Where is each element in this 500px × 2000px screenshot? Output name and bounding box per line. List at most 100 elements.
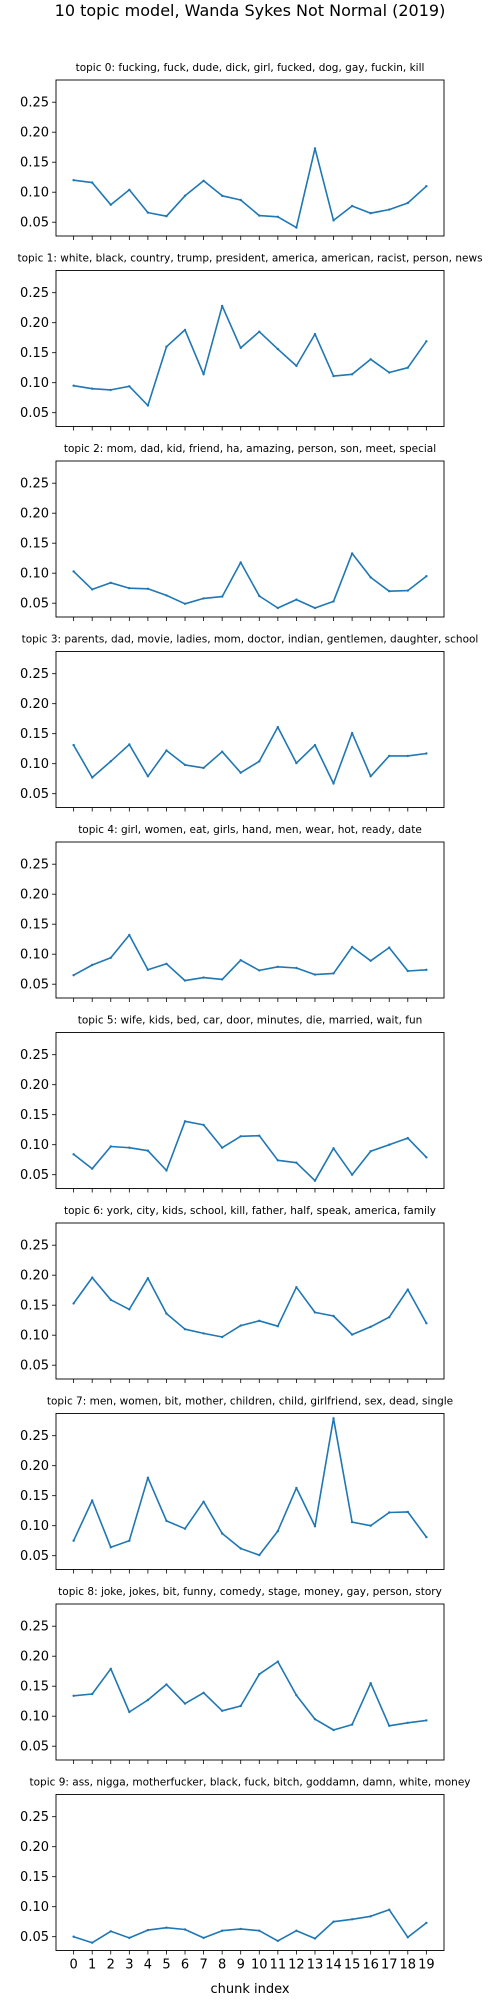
y-tick-label: 0.25 bbox=[20, 1620, 49, 1635]
data-point bbox=[258, 330, 261, 333]
data-point bbox=[183, 1527, 187, 1530]
data-point bbox=[350, 1918, 354, 1921]
data-point bbox=[239, 1547, 242, 1550]
data-point bbox=[202, 1123, 205, 1127]
x-tick-label: 15 bbox=[344, 1958, 361, 1973]
data-point bbox=[146, 1149, 150, 1152]
data-point bbox=[332, 219, 335, 222]
y-tick-label: 0.25 bbox=[20, 1429, 49, 1444]
y-tick-label: 0.10 bbox=[20, 186, 49, 201]
data-point bbox=[165, 215, 168, 218]
x-tick-label: 6 bbox=[181, 1958, 189, 1973]
data-point bbox=[350, 204, 354, 208]
data-point bbox=[72, 570, 75, 573]
series-line-topic-7 bbox=[72, 1417, 428, 1556]
data-point bbox=[295, 1694, 298, 1697]
data-point bbox=[406, 1721, 409, 1725]
data-point bbox=[91, 387, 94, 390]
y-tick-label: 0.15 bbox=[20, 918, 49, 933]
data-point bbox=[239, 346, 242, 350]
data-point bbox=[350, 731, 354, 735]
data-point bbox=[183, 1928, 187, 1931]
data-point bbox=[406, 969, 409, 973]
data-point bbox=[332, 374, 335, 378]
x-tick-label: 5 bbox=[162, 1958, 170, 1973]
data-point bbox=[276, 725, 280, 729]
data-point bbox=[146, 1277, 150, 1280]
axes-frame bbox=[55, 1032, 445, 1189]
axes-frame bbox=[55, 79, 445, 237]
data-point bbox=[388, 1511, 391, 1514]
data-point bbox=[183, 1702, 187, 1705]
data-point bbox=[109, 956, 112, 959]
data-point bbox=[258, 594, 261, 598]
data-point bbox=[202, 373, 205, 376]
subplot-topic-2: topic 2: mom, dad, kid, friend, ha, amaz… bbox=[20, 443, 445, 621]
data-point bbox=[91, 1941, 94, 1944]
data-point bbox=[239, 1324, 242, 1327]
y-tick-label: 0.25 bbox=[20, 1048, 49, 1063]
x-tick-label: 12 bbox=[288, 1958, 305, 1973]
data-point bbox=[332, 972, 335, 975]
y-tick-label: 0.20 bbox=[20, 1459, 49, 1474]
data-point bbox=[295, 966, 298, 970]
y-tick-label: 0.15 bbox=[20, 346, 49, 361]
data-point bbox=[313, 147, 317, 150]
data-point bbox=[258, 760, 261, 763]
subplot-title: topic 5: wife, kids, bed, car, door, min… bbox=[78, 1015, 423, 1027]
data-point bbox=[369, 212, 372, 215]
data-point bbox=[258, 214, 261, 217]
data-point bbox=[313, 606, 317, 610]
data-point bbox=[239, 959, 242, 962]
data-point bbox=[239, 561, 242, 564]
data-point bbox=[109, 1546, 112, 1549]
data-point bbox=[350, 552, 354, 555]
y-tick-label: 0.25 bbox=[20, 1810, 49, 1825]
data-point bbox=[332, 600, 335, 603]
data-point bbox=[91, 588, 94, 591]
subplot-title: topic 9: ass, nigga, motherfucker, black… bbox=[29, 1777, 470, 1789]
subplot-title: topic 4: girl, women, eat, girls, hand, … bbox=[78, 824, 422, 836]
data-point bbox=[109, 581, 112, 584]
data-point bbox=[109, 203, 112, 206]
data-point bbox=[369, 775, 372, 778]
y-tick-label: 0.05 bbox=[20, 216, 49, 231]
y-tick-label: 0.20 bbox=[20, 316, 49, 331]
data-point bbox=[183, 1120, 187, 1123]
data-point bbox=[165, 962, 168, 965]
x-axis-label: chunk index bbox=[210, 1982, 289, 1997]
data-point bbox=[202, 1691, 205, 1695]
subplot-title: topic 8: joke, jokes, bit, funny, comedy… bbox=[58, 1586, 442, 1598]
subplot-topic-5: topic 5: wife, kids, bed, car, door, min… bbox=[20, 1015, 445, 1193]
data-point bbox=[295, 598, 298, 601]
data-point bbox=[202, 766, 205, 770]
x-tick-label: 2 bbox=[107, 1958, 115, 1973]
data-point bbox=[72, 179, 75, 182]
data-point bbox=[220, 978, 224, 981]
data-point bbox=[406, 1288, 409, 1291]
y-tick-label: 0.20 bbox=[20, 126, 49, 141]
data-point bbox=[165, 1683, 168, 1686]
data-point bbox=[369, 1150, 372, 1153]
data-point bbox=[295, 226, 298, 229]
data-point bbox=[332, 1920, 335, 1923]
y-tick-label: 0.10 bbox=[20, 1710, 49, 1725]
data-point bbox=[128, 188, 131, 191]
data-point bbox=[220, 1929, 224, 1932]
y-tick-label: 0.05 bbox=[20, 1168, 49, 1183]
data-point bbox=[258, 1553, 261, 1557]
y-tick-label: 0.05 bbox=[20, 1359, 49, 1374]
x-tick-label: 0 bbox=[69, 1958, 77, 1973]
data-point bbox=[72, 1153, 75, 1156]
data-point bbox=[109, 1145, 112, 1148]
data-point bbox=[146, 211, 150, 214]
subplot-title: topic 0: fucking, fuck, dude, dick, girl… bbox=[76, 62, 425, 74]
x-tick-label: 8 bbox=[218, 1958, 226, 1973]
data-point bbox=[332, 782, 335, 785]
subplot-topic-7: topic 7: men, women, bit, mother, childr… bbox=[20, 1396, 453, 1574]
y-tick-label: 0.05 bbox=[20, 1930, 49, 1945]
data-point bbox=[165, 749, 168, 752]
series-line-topic-1 bbox=[72, 305, 428, 407]
data-point bbox=[91, 1276, 94, 1279]
data-point bbox=[313, 973, 317, 976]
